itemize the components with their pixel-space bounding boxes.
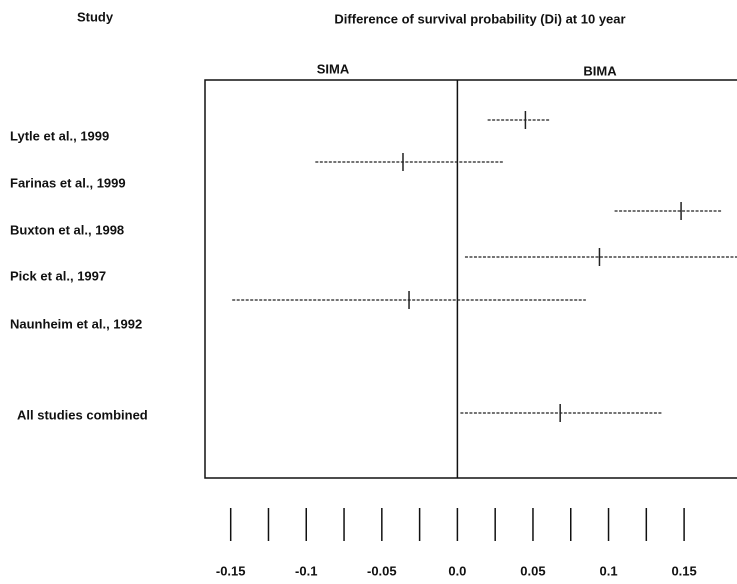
study-label: Buxton et al., 1998 xyxy=(10,222,124,237)
x-tick-label: 0.0 xyxy=(448,563,466,578)
x-tick-label: -0.1 xyxy=(295,563,317,578)
study-label: Pick et al., 1997 xyxy=(10,268,106,283)
study-label: Farinas et al., 1999 xyxy=(10,175,126,190)
plot-frame xyxy=(204,79,737,479)
right-label: BIMA xyxy=(583,63,617,78)
study-label: All studies combined xyxy=(17,407,148,422)
study-label: Naunheim et al., 1992 xyxy=(10,316,142,331)
x-tick-label: -0.05 xyxy=(367,563,397,578)
study-header: Study xyxy=(77,9,114,24)
chart-title: Difference of survival probability (Di) … xyxy=(334,11,625,26)
left-label: SIMA xyxy=(317,61,350,76)
study-label: Lytle et al., 1999 xyxy=(10,128,109,143)
x-tick-label: 0.1 xyxy=(599,563,617,578)
x-tick-label: 0.05 xyxy=(520,563,545,578)
x-tick-label: 0.15 xyxy=(671,563,696,578)
x-tick-label: -0.15 xyxy=(216,563,246,578)
